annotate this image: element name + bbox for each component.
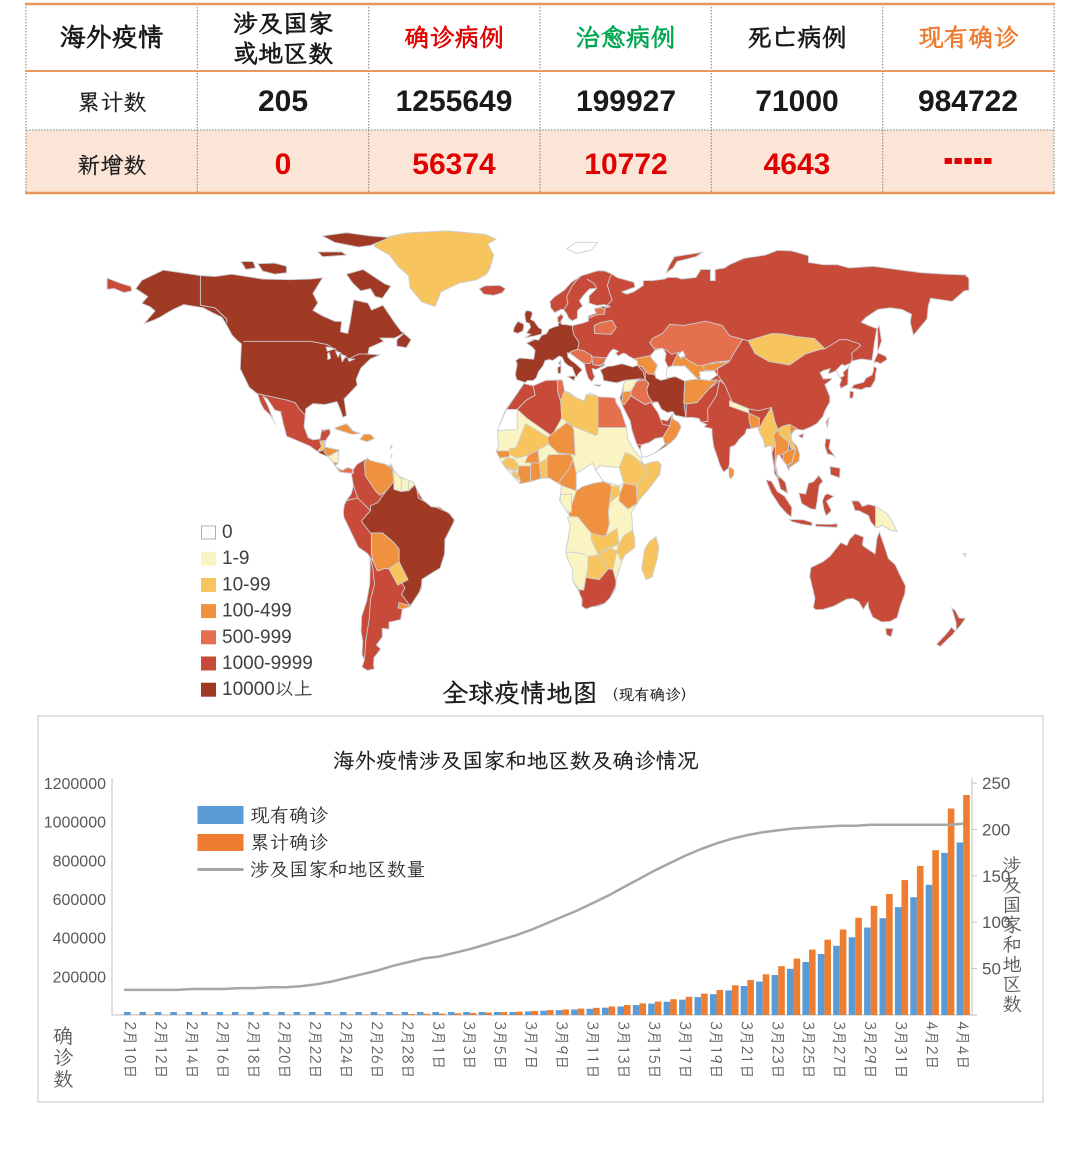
svg-text:1200000: 1200000	[44, 776, 106, 793]
svg-text:4643: 4643	[764, 148, 831, 181]
svg-text:200000: 200000	[53, 969, 106, 986]
svg-text:800000: 800000	[53, 853, 106, 870]
svg-text:10772: 10772	[584, 148, 667, 181]
svg-text:1255649: 1255649	[396, 85, 513, 118]
svg-text:500-999: 500-999	[222, 627, 292, 648]
svg-text:250: 250	[982, 774, 1010, 793]
svg-text:71000: 71000	[755, 85, 838, 118]
svg-text:1-9: 1-9	[222, 548, 249, 569]
svg-text:205: 205	[258, 85, 308, 118]
svg-text:1000000: 1000000	[44, 815, 106, 832]
svg-text:150: 150	[982, 867, 1010, 886]
svg-text:50: 50	[982, 960, 1001, 979]
svg-text:100-499: 100-499	[222, 601, 292, 622]
svg-text:0: 0	[275, 148, 292, 181]
svg-text:10-99: 10-99	[222, 574, 271, 595]
svg-text:0: 0	[222, 522, 233, 543]
svg-text:984722: 984722	[918, 85, 1018, 118]
svg-text:10000: 10000	[222, 679, 275, 700]
svg-text:400000: 400000	[53, 931, 106, 948]
svg-text:56374: 56374	[412, 148, 496, 181]
svg-text:200: 200	[982, 820, 1010, 839]
svg-text:199927: 199927	[576, 85, 676, 118]
svg-text:1000-9999: 1000-9999	[222, 653, 313, 674]
svg-text:100: 100	[982, 913, 1010, 932]
svg-text:600000: 600000	[53, 892, 106, 909]
